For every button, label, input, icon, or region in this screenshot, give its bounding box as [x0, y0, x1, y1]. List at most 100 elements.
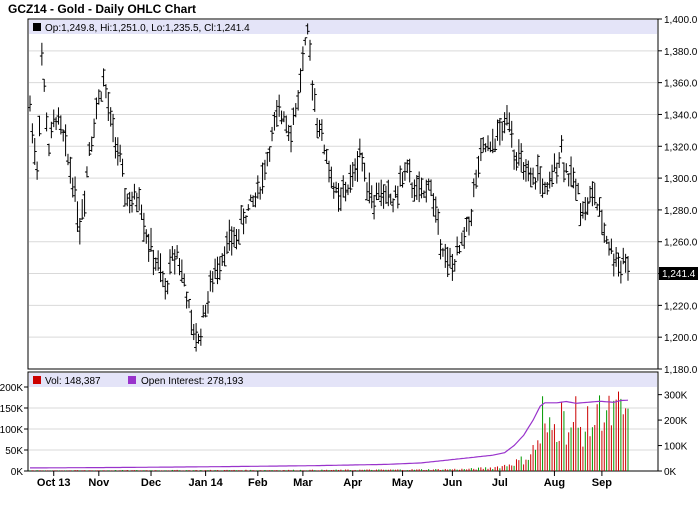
ohlc-bar: [122, 188, 127, 207]
ohlc-bar: [267, 146, 272, 162]
ohlc-bar: [284, 115, 289, 134]
ohlc-bars: [28, 23, 630, 352]
ohlc-bar: [421, 190, 426, 198]
ohlc-bar: [322, 144, 327, 155]
ohlc-bar: [583, 197, 588, 221]
ohlc-bar: [343, 181, 348, 202]
price-y-tick-label: 1,180.0: [664, 365, 698, 376]
ohlc-bar: [393, 185, 398, 198]
price-y-tick-label: 1,380.0: [664, 47, 698, 58]
x-tick-label: Aug: [544, 477, 565, 489]
ohlc-bar: [436, 208, 441, 235]
price-panel: Op:1,249.8, Hi:1,251.0, Lo:1,235.5, Cl:1…: [27, 15, 698, 376]
ohlc-bar: [296, 90, 301, 111]
ohlc-bar: [303, 37, 308, 46]
open-interest-line: [30, 399, 629, 469]
price-y-tick-label: 1,360.0: [664, 79, 698, 90]
price-y-tick-label: 1,340.0: [664, 110, 698, 121]
volume-panel-frame: [27, 371, 659, 472]
ohlc-bar: [265, 151, 270, 167]
ohlc-bar: [585, 197, 590, 215]
volume-tick-label: 200K: [0, 383, 23, 394]
ohlc-bar: [51, 109, 56, 128]
ohlc-bar: [270, 126, 275, 142]
price-y-axis: 1,400.0 1,380.0 1,360.0 1,340.0 1,320.0 1,300…: [658, 15, 698, 376]
ohlc-bar: [196, 333, 201, 344]
ohlc-bar: [70, 177, 75, 198]
ohlc-bar: [523, 159, 528, 182]
ohlc-bar: [232, 226, 237, 248]
last-price-box: [659, 267, 698, 280]
ohlc-bar: [179, 259, 184, 283]
ohlc-bar: [141, 212, 146, 242]
ohlc-bar: [372, 195, 377, 220]
ohlc-bar: [571, 167, 576, 189]
ohlc-bar: [495, 119, 500, 141]
ohlc-bar: [374, 182, 379, 201]
ohlc-bar: [531, 167, 536, 186]
x-tick-label: Dec: [141, 477, 161, 489]
ohlc-bar: [540, 178, 545, 198]
ohlc-bar: [360, 152, 365, 172]
volume-tick-label: 150K: [0, 404, 23, 415]
ohlc-bar: [251, 195, 256, 208]
ohlc-bar: [172, 249, 177, 275]
ohlc-bar: [578, 203, 583, 227]
ohlc-bar: [502, 112, 507, 134]
last-price-marker: 1,241.4: [659, 267, 698, 280]
volume-legend: Vol: 148,387: [45, 376, 101, 387]
ohlc-bar: [111, 113, 116, 143]
ohlc-bar: [497, 117, 502, 146]
ohlc-bar: [336, 183, 341, 212]
ohlc-bar: [509, 120, 514, 148]
ohlc-bar: [424, 179, 429, 203]
ohlc-bar: [168, 249, 173, 275]
ohlc-bar: [246, 204, 251, 211]
ohlc-bar: [243, 215, 248, 224]
ohlc-bar: [355, 151, 360, 182]
ohlc-bar: [559, 135, 564, 153]
ohlc-bar: [433, 196, 438, 223]
ohlc-bar: [184, 291, 189, 309]
ohlc-bar: [170, 245, 175, 261]
ohlc-bar: [30, 123, 35, 144]
ohlc-bar: [528, 167, 533, 188]
price-y-tick-label: 1,320.0: [664, 142, 698, 153]
ohlc-bar: [412, 179, 417, 202]
ohlc-bar: [464, 216, 469, 232]
ohlc-bar: [312, 88, 317, 112]
ohlc-bar: [132, 183, 137, 200]
volume-left-axis: 200K 150K 100K 50K 0K: [0, 383, 28, 478]
ohlc-bar: [519, 143, 524, 173]
ohlc-bar: [538, 166, 543, 194]
ohlc-bar: [108, 107, 113, 127]
ohlc-bar: [210, 271, 215, 293]
ohlc-bar: [305, 23, 310, 35]
ohlc-bar: [73, 176, 78, 202]
ohlc-bar: [398, 165, 403, 187]
ohlc-bar: [550, 164, 555, 187]
ohlc-bar: [236, 229, 241, 245]
ohlc-bar: [391, 198, 396, 213]
ohlc-bar: [569, 156, 574, 187]
ohlc-bar: [521, 162, 526, 180]
ohlc-bar: [281, 111, 286, 123]
x-tick-label: Nov: [88, 477, 110, 489]
ohlc-bar: [160, 270, 165, 288]
x-tick-label: Mar: [293, 477, 313, 489]
ohlc-bar: [201, 304, 206, 318]
ohlc-bar: [149, 227, 154, 252]
ohlc-bar: [222, 246, 227, 267]
ohlc-bar: [213, 258, 218, 279]
ohlc-bar: [607, 241, 612, 256]
ohlc-bar: [362, 162, 367, 182]
ohlc-bar: [289, 125, 294, 153]
ohlc-bar: [405, 159, 410, 174]
ohlc-bar: [535, 154, 540, 181]
ohlc-bar: [319, 119, 324, 141]
x-tick-label: Jun: [443, 477, 463, 489]
ohlc-bar: [329, 166, 334, 189]
ohlc-bar: [194, 323, 199, 352]
x-tick-label: Oct 13: [37, 477, 71, 489]
